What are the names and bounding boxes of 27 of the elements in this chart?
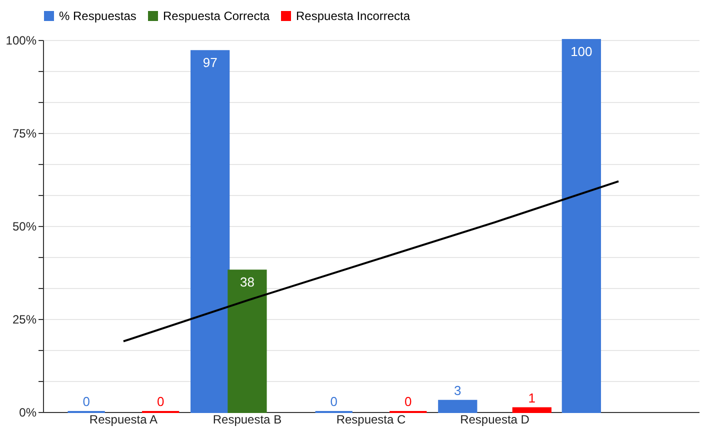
x-tick-label: Respuesta C [336, 412, 406, 426]
data-label: 0 [404, 394, 412, 409]
bar [512, 407, 552, 413]
bar [562, 39, 601, 413]
legend-label: % Respuestas [59, 9, 136, 23]
legend-label: Respuesta Correcta [163, 9, 270, 23]
y-tick-label: 100% [6, 34, 37, 48]
data-label: 38 [240, 274, 254, 290]
data-label: 3 [454, 382, 462, 398]
y-tick-label: 0% [19, 406, 37, 420]
y-tick-label: 50% [12, 220, 37, 234]
data-label: 0 [330, 394, 338, 409]
bar [228, 270, 267, 413]
x-tick-label: Respuesta D [460, 412, 530, 426]
data-label: 1 [528, 390, 536, 406]
bar [438, 400, 478, 413]
bar [190, 50, 230, 413]
x-tick-label: Respuesta B [212, 412, 282, 426]
line-series [122, 180, 620, 342]
data-label: 97 [202, 55, 218, 70]
legend-label: Respuesta Incorrecta [296, 9, 410, 23]
x-tick-label: Respuesta A [89, 412, 158, 426]
y-tick-label: 25% [12, 312, 37, 326]
y-tick-label: 75% [12, 126, 37, 140]
data-label: 0 [156, 394, 164, 409]
data-label: 0 [82, 394, 90, 409]
data-label: 100 [570, 44, 592, 59]
